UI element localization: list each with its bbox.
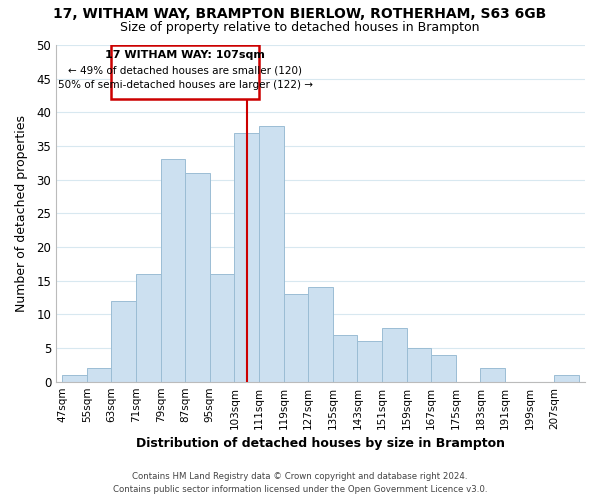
Bar <box>210 274 235 382</box>
Text: 50% of semi-detached houses are larger (122) →: 50% of semi-detached houses are larger (… <box>58 80 313 90</box>
Bar <box>382 328 407 382</box>
Text: 17 WITHAM WAY: 107sqm: 17 WITHAM WAY: 107sqm <box>105 50 265 59</box>
Bar <box>284 294 308 382</box>
Bar <box>87 368 112 382</box>
Text: Size of property relative to detached houses in Brampton: Size of property relative to detached ho… <box>120 21 480 34</box>
Bar <box>259 126 284 382</box>
Y-axis label: Number of detached properties: Number of detached properties <box>15 115 28 312</box>
Bar <box>407 348 431 382</box>
Text: Contains HM Land Registry data © Crown copyright and database right 2024.
Contai: Contains HM Land Registry data © Crown c… <box>113 472 487 494</box>
Bar <box>431 354 456 382</box>
Text: 17, WITHAM WAY, BRAMPTON BIERLOW, ROTHERHAM, S63 6GB: 17, WITHAM WAY, BRAMPTON BIERLOW, ROTHER… <box>53 8 547 22</box>
Bar <box>112 45 259 99</box>
Bar <box>358 342 382 382</box>
Bar <box>161 160 185 382</box>
Bar <box>62 375 87 382</box>
Bar <box>554 375 579 382</box>
Bar <box>185 173 210 382</box>
Bar <box>235 132 259 382</box>
Bar <box>308 288 333 382</box>
Text: ← 49% of detached houses are smaller (120): ← 49% of detached houses are smaller (12… <box>68 65 302 75</box>
Bar <box>136 274 161 382</box>
Bar <box>112 301 136 382</box>
X-axis label: Distribution of detached houses by size in Brampton: Distribution of detached houses by size … <box>136 437 505 450</box>
Bar <box>481 368 505 382</box>
Bar <box>333 334 358 382</box>
